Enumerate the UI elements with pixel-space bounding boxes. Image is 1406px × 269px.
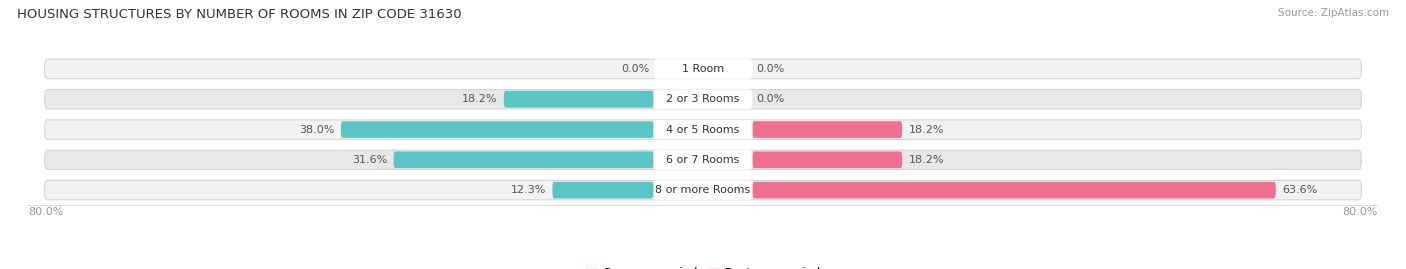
Text: Source: ZipAtlas.com: Source: ZipAtlas.com: [1278, 8, 1389, 18]
FancyBboxPatch shape: [340, 121, 654, 138]
Text: 1 Room: 1 Room: [682, 64, 724, 74]
FancyBboxPatch shape: [654, 59, 752, 79]
FancyBboxPatch shape: [45, 120, 1361, 139]
FancyBboxPatch shape: [394, 151, 654, 168]
FancyBboxPatch shape: [752, 121, 903, 138]
FancyBboxPatch shape: [654, 120, 752, 139]
Text: 0.0%: 0.0%: [756, 64, 785, 74]
Text: 0.0%: 0.0%: [756, 94, 785, 104]
FancyBboxPatch shape: [45, 59, 1361, 79]
Text: 31.6%: 31.6%: [352, 155, 387, 165]
Text: 2 or 3 Rooms: 2 or 3 Rooms: [666, 94, 740, 104]
Text: 8 or more Rooms: 8 or more Rooms: [655, 185, 751, 195]
FancyBboxPatch shape: [654, 89, 752, 109]
Text: 4 or 5 Rooms: 4 or 5 Rooms: [666, 125, 740, 134]
Text: 0.0%: 0.0%: [621, 64, 650, 74]
FancyBboxPatch shape: [45, 180, 1361, 200]
FancyBboxPatch shape: [503, 91, 654, 108]
Legend: Owner-occupied, Renter-occupied: Owner-occupied, Renter-occupied: [579, 263, 827, 269]
FancyBboxPatch shape: [752, 182, 1275, 199]
Text: 6 or 7 Rooms: 6 or 7 Rooms: [666, 155, 740, 165]
Text: 12.3%: 12.3%: [510, 185, 546, 195]
FancyBboxPatch shape: [654, 150, 752, 170]
FancyBboxPatch shape: [45, 90, 1361, 109]
FancyBboxPatch shape: [553, 182, 654, 199]
FancyBboxPatch shape: [752, 151, 903, 168]
Text: 80.0%: 80.0%: [1343, 207, 1378, 217]
FancyBboxPatch shape: [654, 180, 752, 200]
Text: 80.0%: 80.0%: [28, 207, 63, 217]
Text: 63.6%: 63.6%: [1282, 185, 1317, 195]
Text: 18.2%: 18.2%: [908, 155, 945, 165]
Text: 38.0%: 38.0%: [299, 125, 335, 134]
Text: HOUSING STRUCTURES BY NUMBER OF ROOMS IN ZIP CODE 31630: HOUSING STRUCTURES BY NUMBER OF ROOMS IN…: [17, 8, 461, 21]
Text: 18.2%: 18.2%: [461, 94, 498, 104]
FancyBboxPatch shape: [45, 150, 1361, 169]
Text: 18.2%: 18.2%: [908, 125, 945, 134]
